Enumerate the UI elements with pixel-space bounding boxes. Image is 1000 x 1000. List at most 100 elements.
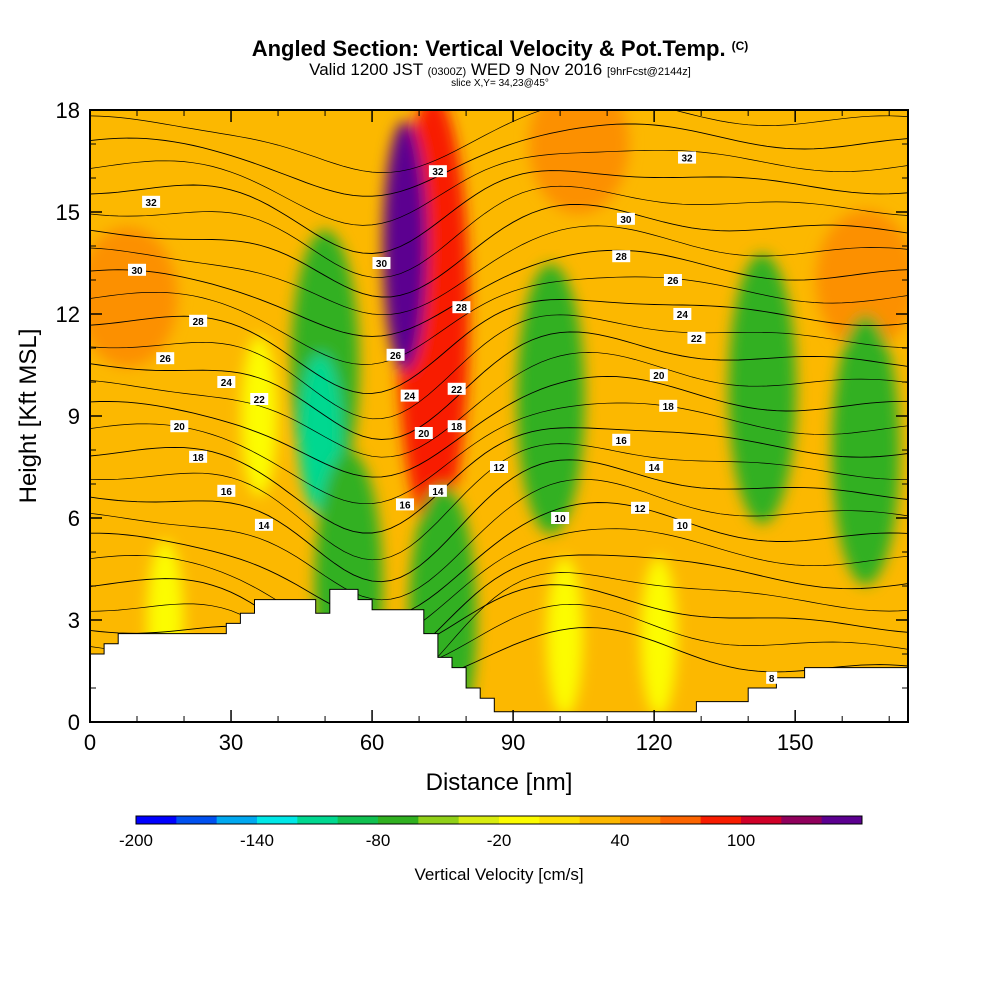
isentrope-28 [90,203,908,298]
x-axis-label: Distance [nm] [426,769,573,796]
isentrope-label-bg [631,501,650,514]
isentrope-label-text: 20 [174,422,186,433]
isentrope-label-bg [452,301,471,314]
isentrope-minor-13 [90,528,908,644]
velocity-feature-green [831,315,900,585]
isentrope-label-bg [250,393,269,405]
colorbar-frame [135,815,863,825]
y-tick-label: 6 [68,506,80,531]
isentrope-label-text: 30 [376,259,388,270]
isentrope-label: 12 [631,501,650,515]
velocity-feature-yellow [640,557,677,717]
isentrope-label-bg [645,461,664,473]
isentrope-label-bg [551,512,570,524]
isentrope-label: 24 [673,308,692,321]
velocity-feature-yellow [241,336,278,496]
isentrope-label-bg [447,420,466,433]
colorbar-swatch [620,816,661,824]
isentrope-label: 10 [551,512,570,525]
colorbar-tick-label: 100 [727,831,755,850]
chart-subtitle: Valid 1200 JST (0300Z) WED 9 Nov 2016 [9… [0,60,1000,80]
isentrope-label-text: 28 [616,252,628,263]
isentrope-minor-25 [90,276,908,365]
isentrope-label: 26 [386,348,405,362]
isentrope-label: 24 [217,376,236,389]
isentrope-label: 8 [766,671,778,685]
y-axis: 0 3 6 9 12 15 18 [56,98,908,735]
isentrope-label-bg [128,263,147,276]
terrain [90,588,908,722]
colorbar-swatch [216,816,258,824]
isentrope-label-bg [386,348,405,361]
isentrope-label: 14 [254,518,273,532]
isentrope-label-text: 24 [677,310,689,321]
isentrope-label-text: 18 [193,453,205,464]
isentrope-label: 30 [372,257,391,270]
isentrope-label-text: 22 [451,385,463,396]
isentrope-label: 30 [128,263,147,277]
isentrope-label-text: 18 [451,422,463,433]
forecast-tag: [9hrFcst@2144z] [606,66,691,78]
isentrope-20 [90,375,908,478]
y-tick-label: 15 [56,200,80,225]
isentrope-label-text: 18 [663,402,675,413]
isentrope-label-text: 22 [691,334,703,345]
y-tick-label: 18 [56,98,80,123]
isentrope-label-bg [372,257,391,269]
slice-info: slice X,Y= 34,23@45° [451,78,549,89]
isentrope-label: 22 [687,331,706,345]
isentrope-label-text: 32 [432,167,444,178]
chart-title-units: (C) [731,39,749,53]
isentrope-label-bg [490,461,508,473]
isentrope-label: 26 [156,352,175,365]
isentrope-label-bg [447,382,466,395]
isentrope-label-bg [678,151,697,164]
isentrope-label: 32 [142,195,161,209]
colorbar-swatch [378,816,419,824]
valid-time: Valid 1200 JST [309,60,423,79]
velocity-feature-purple [382,121,427,371]
isentrope-label-text: 20 [418,429,430,440]
isentrope-label-bg [766,671,778,684]
isentrope-label-bg [659,399,678,412]
colorbar-swatch [781,816,823,824]
isentrope-label: 30 [616,212,635,226]
isentrope-22 [90,331,908,440]
colorbar-swatch [660,816,702,824]
colorbar-swatch [418,816,460,824]
y-tick-label: 12 [56,302,80,327]
isentrope-label-bg [142,195,161,208]
isentrope-label-bg [189,450,208,463]
isentrope-label-bg [254,518,273,531]
isentrope-label-text: 26 [160,354,172,365]
isentrope-label: 10 [673,518,692,532]
velocity-feature-orange [528,110,629,214]
colorbar-swatch [136,816,177,824]
valid-utc: (0300Z) [427,66,467,78]
isentrope-label-text: 26 [390,351,402,362]
colorbar-swatch [337,816,379,824]
isentrope-label-text: 16 [399,500,411,511]
isentrope-label: 14 [428,484,447,498]
isentrope-label-text: 12 [634,504,646,515]
x-axis: 0 30 60 90 120 150 [84,110,890,755]
velocity-feature-green [516,264,585,534]
isentrope-label-bg [612,250,631,263]
isentrope-label-text: 10 [677,521,689,532]
isentrope-label-text: 24 [404,392,416,403]
isentrope-minor-29 [90,185,908,278]
isentrope-label-text: 12 [493,463,505,474]
isentrope-label-bg [428,484,447,497]
isentrope-label-text: 32 [146,198,158,209]
isentrope-26 [90,249,908,337]
isentrope-label: 16 [612,433,631,447]
isentrope-label: 18 [189,450,208,464]
isentrope-label: 20 [414,427,433,440]
isentrope-label-text: 22 [254,395,266,406]
velocity-feature-orange [90,227,178,367]
isentrope-label: 32 [428,165,447,178]
x-tick-label: 90 [501,730,525,755]
isentrope-label: 20 [649,369,668,382]
isentrope-label: 28 [612,250,631,263]
